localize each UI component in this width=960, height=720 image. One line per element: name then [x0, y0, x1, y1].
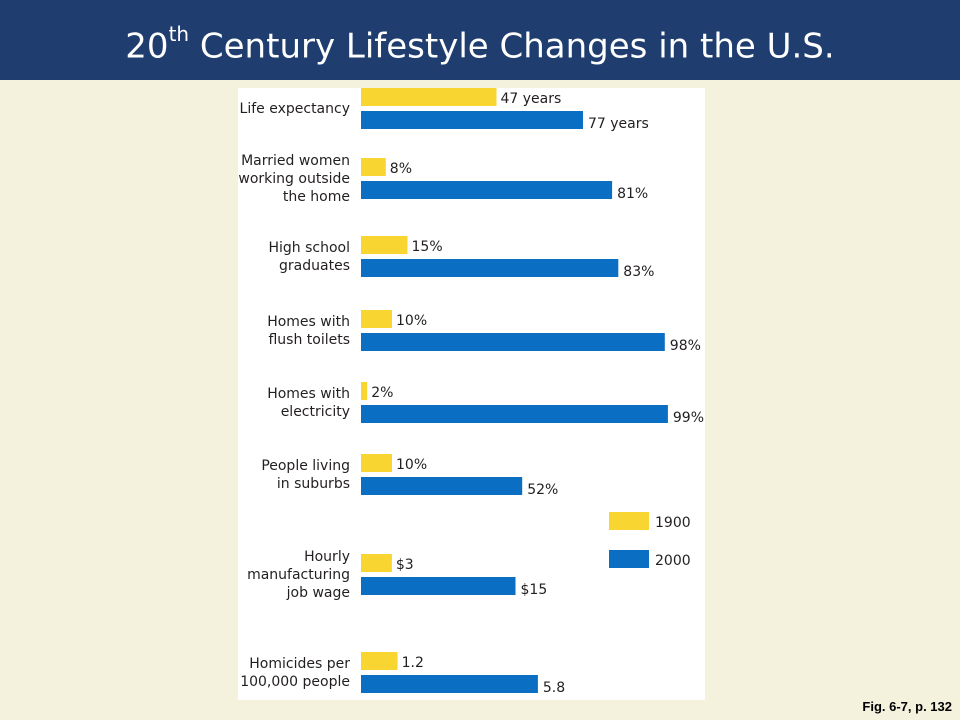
- category-label: Hourly: [304, 549, 350, 565]
- bar-1900: [361, 652, 398, 670]
- bar-chart: Life expectancy 47 years 77 years Married w…: [238, 88, 704, 696]
- title-bar: [0, 0, 960, 80]
- category-label: Life expectancy: [240, 101, 350, 117]
- category-label: graduates: [279, 258, 350, 274]
- category-label: Married women: [241, 153, 350, 169]
- legend-label-2000: 2000: [655, 553, 691, 569]
- legend-swatch-1900: [609, 512, 649, 530]
- figure-caption: Fig. 6-7, p. 132: [862, 699, 952, 714]
- legend-swatch-2000: [609, 550, 649, 568]
- category-label: job wage: [286, 585, 350, 601]
- value-label-1900: 10%: [396, 457, 427, 473]
- bar-2000: [361, 675, 538, 693]
- bar-1900: [361, 236, 408, 254]
- value-label-2000: 99%: [673, 410, 704, 426]
- bar-2000: [361, 577, 516, 595]
- category-label: 100,000 people: [240, 674, 350, 690]
- value-label-2000: 81%: [617, 186, 648, 202]
- bar-1900: [361, 310, 392, 328]
- category-label: in suburbs: [277, 476, 350, 492]
- bar-2000: [361, 259, 619, 277]
- category-label: Homicides per: [249, 656, 350, 672]
- value-label-2000: 98%: [670, 338, 701, 354]
- bar-2000: [361, 477, 523, 495]
- value-label-1900: $3: [396, 557, 414, 573]
- value-label-1900: 47 years: [501, 91, 562, 107]
- bar-2000: [361, 333, 665, 351]
- bar-1900: [361, 382, 368, 400]
- bar-1900: [361, 88, 497, 106]
- bar-2000: [361, 181, 613, 199]
- category-label: the home: [283, 189, 350, 205]
- title-superscript: th: [168, 22, 190, 46]
- category-label: working outside: [238, 171, 350, 187]
- value-label-1900: 1.2: [402, 655, 424, 671]
- chart-panel: Life expectancy 47 years 77 years Married w…: [238, 88, 705, 700]
- bar-1900: [361, 554, 392, 572]
- category-label: Homes with: [267, 386, 350, 402]
- bar-1900: [361, 454, 392, 472]
- category-label: electricity: [281, 404, 350, 420]
- value-label-2000: 77 years: [588, 116, 649, 132]
- value-label-2000: $15: [521, 582, 548, 598]
- legend-label-1900: 1900: [655, 515, 691, 531]
- value-label-1900: 2%: [371, 385, 393, 401]
- category-label: Homes with: [267, 314, 350, 330]
- category-label: manufacturing: [247, 567, 350, 583]
- value-label-2000: 52%: [527, 482, 558, 498]
- value-label-2000: 83%: [623, 264, 654, 280]
- category-label: High school: [268, 240, 350, 256]
- category-label: People living: [261, 458, 350, 474]
- category-label: flush toilets: [268, 332, 350, 348]
- bar-1900: [361, 158, 386, 176]
- value-label-1900: 10%: [396, 313, 427, 329]
- value-label-1900: 15%: [412, 239, 443, 255]
- slide-title: 20th Century Lifestyle Changes in the U.…: [125, 22, 835, 67]
- value-label-2000: 5.8: [543, 680, 565, 696]
- bar-2000: [361, 405, 668, 423]
- bar-2000: [361, 111, 583, 129]
- value-label-1900: 8%: [390, 161, 412, 177]
